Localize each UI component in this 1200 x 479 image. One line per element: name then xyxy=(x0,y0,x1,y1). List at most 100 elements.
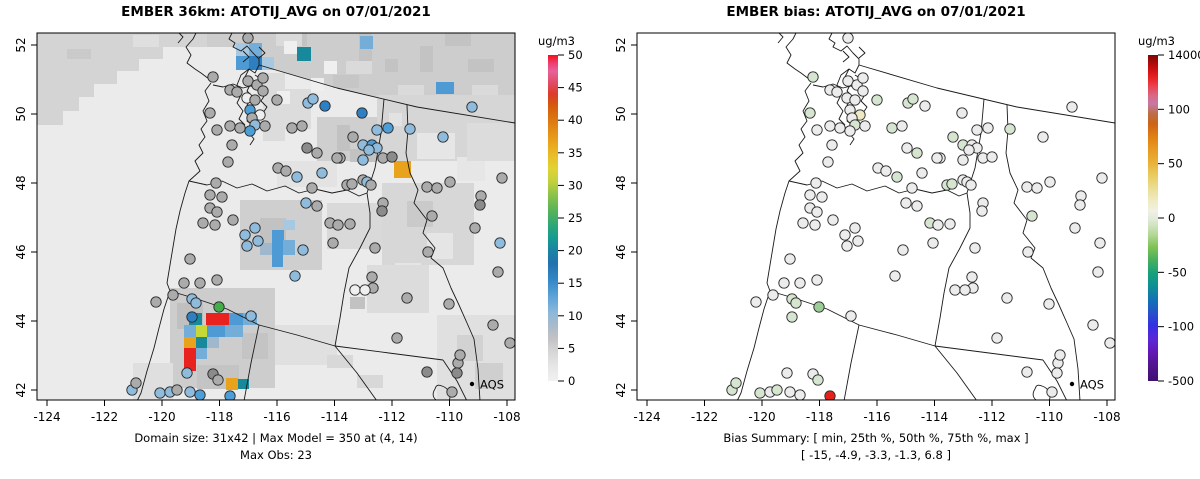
colorbar-tick-label: 25 xyxy=(568,211,583,225)
plot-frame xyxy=(36,32,516,401)
station-marker xyxy=(213,301,225,313)
station-marker xyxy=(919,100,931,112)
station-marker xyxy=(363,144,375,156)
model-gray-cell xyxy=(284,41,297,54)
station-marker xyxy=(901,142,913,154)
station-marker xyxy=(956,107,968,119)
station-marker xyxy=(216,191,228,203)
station-marker xyxy=(291,171,303,183)
station-marker xyxy=(911,200,923,212)
right-colorbar: ug/m314000 100 50 0 -50 -100 -500 xyxy=(1138,34,1200,388)
station-marker xyxy=(344,218,356,230)
x-tick-label: -116 xyxy=(863,410,890,424)
station-marker xyxy=(280,165,292,177)
station-marker xyxy=(946,178,958,190)
station-marker xyxy=(286,122,298,134)
model-gray-cell xyxy=(37,59,139,71)
station-marker xyxy=(809,219,821,231)
station-marker xyxy=(421,181,433,193)
station-marker xyxy=(1043,298,1055,310)
model-value-cell xyxy=(184,325,196,337)
station-marker xyxy=(824,120,836,132)
station-marker xyxy=(171,384,183,396)
station-marker xyxy=(778,277,790,289)
model-gray-cell xyxy=(357,375,383,388)
station-marker xyxy=(807,71,819,83)
colorbar-tick-label: -500 xyxy=(1168,374,1194,388)
station-marker xyxy=(812,374,824,386)
station-marker xyxy=(244,125,256,137)
station-marker xyxy=(822,156,834,168)
station-marker xyxy=(210,177,222,189)
station-marker xyxy=(1051,367,1063,379)
station-marker xyxy=(271,94,283,106)
station-marker xyxy=(211,274,223,286)
y-tick-label: 44 xyxy=(14,313,28,328)
colorbar-tick-label: 50 xyxy=(568,48,583,62)
station-marker xyxy=(1021,366,1033,378)
station-marker xyxy=(332,219,344,231)
station-marker xyxy=(306,182,318,194)
y-tick-label: 50 xyxy=(14,106,28,121)
station-marker xyxy=(444,176,456,188)
station-marker xyxy=(857,85,869,97)
station-marker xyxy=(349,284,361,296)
model-value-cell xyxy=(196,337,207,348)
station-marker xyxy=(184,253,196,265)
model-value-cell xyxy=(283,220,295,230)
station-marker xyxy=(1054,349,1066,361)
station-marker xyxy=(969,242,981,254)
model-gray-cell xyxy=(398,85,424,98)
plot-frame xyxy=(636,32,1116,401)
y-tick-label: 46 xyxy=(614,244,628,259)
model-gray-cell xyxy=(324,61,337,74)
station-marker xyxy=(1044,176,1056,188)
x-tick-label: -114 xyxy=(321,410,348,424)
right-caption-line2: [ -15, -4.9, -3.3, -1.3, 6.8 ] xyxy=(801,448,951,462)
station-marker xyxy=(1094,237,1106,249)
station-marker xyxy=(1021,181,1033,193)
station-marker xyxy=(259,120,271,132)
station-marker xyxy=(357,154,369,166)
station-marker xyxy=(794,277,806,289)
station-marker xyxy=(226,139,238,151)
station-marker xyxy=(911,147,923,159)
station-marker xyxy=(494,237,506,249)
station-marker xyxy=(404,123,416,135)
station-marker xyxy=(966,271,978,283)
station-marker xyxy=(986,151,998,163)
model-value-cell xyxy=(360,36,373,49)
station-marker xyxy=(194,389,206,400)
model-value-cell xyxy=(225,325,243,337)
model-value-cell xyxy=(436,82,454,94)
model-gray-cell xyxy=(311,78,324,91)
colorbar-tick-label: 30 xyxy=(568,178,583,192)
station-marker xyxy=(421,366,433,378)
station-marker xyxy=(181,367,193,379)
station-marker xyxy=(844,125,856,137)
station-marker xyxy=(991,332,1003,344)
model-gray-cell xyxy=(475,363,503,389)
station-marker xyxy=(426,210,438,222)
station-marker xyxy=(301,142,313,154)
station-marker xyxy=(841,240,853,252)
model-value-cell xyxy=(229,313,243,325)
station-marker xyxy=(257,72,269,84)
station-marker xyxy=(437,131,449,143)
station-marker xyxy=(234,122,246,134)
station-marker xyxy=(249,222,261,234)
station-marker xyxy=(184,386,196,398)
station-marker xyxy=(897,244,909,256)
model-gray-cell xyxy=(389,113,402,126)
station-marker xyxy=(231,86,243,98)
station-marker xyxy=(831,86,843,98)
model-value-cell xyxy=(249,43,262,56)
station-marker xyxy=(307,93,319,105)
station-marker xyxy=(487,319,499,331)
colorbar-tick-label: 14000 xyxy=(1168,48,1200,62)
map-clip-group: AQS xyxy=(37,33,515,400)
station-marker xyxy=(356,107,368,119)
station-marker xyxy=(927,237,939,249)
bias-map-background xyxy=(637,33,1115,400)
right-panel-title: EMBER bias: ATOTIJ_AVG on 07/01/2021 xyxy=(726,4,1026,20)
